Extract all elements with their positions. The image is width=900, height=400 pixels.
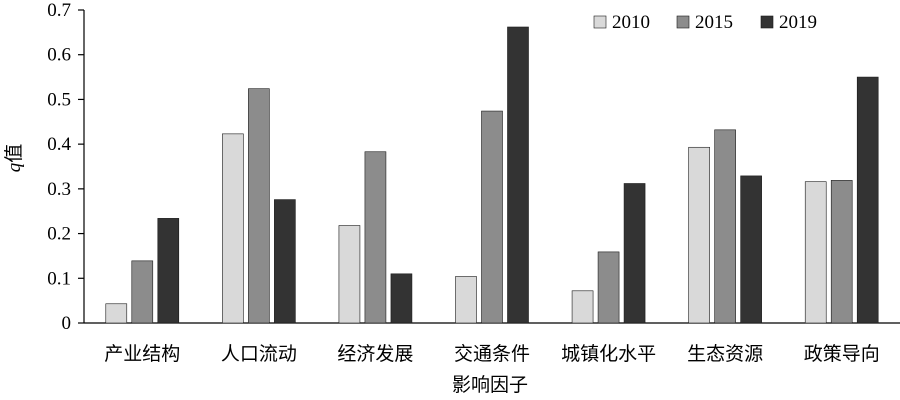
y-axis-title: q值 [3, 144, 25, 173]
bar-2010 [804, 181, 827, 324]
x-tick-label: 政策导向 [804, 343, 880, 365]
x-axis: 产业结构 人口流动 经济发展 交通条件 城镇化水平 生态资源 政策导向 [84, 322, 900, 365]
bar-2019 [740, 175, 762, 324]
legend-label-2015: 2015 [695, 12, 733, 33]
y-tick-label: 0.4 [47, 134, 71, 155]
bar-2010 [105, 303, 128, 324]
bars [105, 26, 879, 324]
y-tick-label: 0.3 [47, 179, 71, 200]
bar-2015 [248, 88, 270, 324]
bar-2015 [597, 251, 620, 324]
bar-2010 [688, 146, 710, 324]
y-axis: 0 0.1 0.2 0.3 0.4 0.5 0.6 0.7 [47, 0, 85, 334]
bar-2015 [364, 151, 387, 324]
bar-2019 [390, 273, 413, 324]
bar-2019 [623, 183, 646, 324]
y-tick-label: 0.1 [47, 268, 71, 289]
x-tick-label: 人口流动 [221, 343, 297, 365]
y-axis-title-italic: q [4, 162, 25, 172]
bar-2010 [338, 225, 361, 324]
bar-2015 [481, 110, 503, 324]
x-tick-label: 交通条件 [454, 343, 530, 365]
x-tick-label: 生态资源 [687, 343, 763, 365]
y-tick-label: 0.5 [47, 89, 71, 110]
legend: 2010 2015 2019 [593, 12, 817, 33]
y-axis-title-rest: 值 [3, 144, 25, 163]
bar-2019 [507, 26, 529, 324]
y-tick-label: 0.2 [47, 224, 71, 245]
bar-2019 [856, 76, 879, 324]
bar-2010 [455, 276, 477, 324]
bar-2015 [131, 260, 154, 324]
legend-swatch-2015 [676, 15, 690, 29]
y-tick-label: 0.7 [47, 0, 71, 21]
y-tick-label: 0 [62, 313, 72, 334]
x-tick-label: 产业结构 [104, 343, 180, 365]
x-axis-title: 影响因子 [452, 374, 528, 396]
bar-2019 [274, 199, 296, 324]
bar-2015 [714, 129, 736, 324]
y-tick-label: 0.6 [47, 45, 71, 66]
bar-2015 [830, 180, 853, 324]
bar-2019 [157, 218, 180, 324]
legend-swatch-2019 [760, 15, 774, 29]
x-tick-label: 经济发展 [337, 343, 413, 365]
legend-swatch-2010 [593, 15, 607, 29]
x-tick-label: 城镇化水平 [561, 343, 656, 365]
bar-2010 [571, 290, 594, 324]
bar-2010 [222, 133, 244, 324]
legend-label-2019: 2019 [779, 12, 817, 33]
legend-label-2010: 2010 [612, 12, 650, 33]
